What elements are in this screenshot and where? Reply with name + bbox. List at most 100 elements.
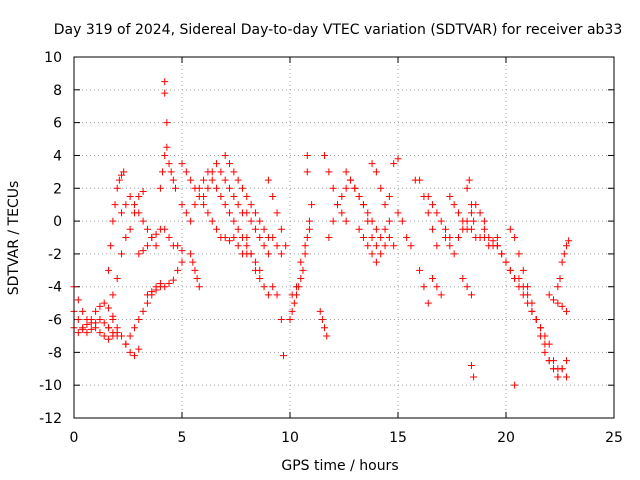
data-point (260, 283, 268, 291)
data-point (161, 151, 169, 159)
data-point (537, 324, 545, 332)
data-point (437, 291, 445, 299)
data-point (342, 184, 350, 192)
data-point (301, 250, 309, 258)
data-point (506, 225, 514, 233)
data-point (83, 320, 91, 328)
data-point (113, 184, 121, 192)
data-point (467, 361, 475, 369)
data-point (277, 316, 285, 324)
data-point (191, 201, 199, 209)
data-point (96, 302, 104, 310)
data-point (105, 304, 113, 312)
data-point (515, 275, 523, 283)
data-point (467, 291, 475, 299)
data-point (308, 201, 316, 209)
data-point (256, 275, 264, 283)
data-point (446, 242, 454, 250)
data-point (100, 319, 108, 327)
data-point (247, 217, 255, 225)
data-point (290, 299, 298, 307)
data-point (377, 184, 385, 192)
data-point (172, 184, 180, 192)
data-point (433, 283, 441, 291)
data-point (221, 151, 229, 159)
data-point (390, 242, 398, 250)
data-point (213, 160, 221, 168)
data-point (251, 209, 259, 217)
data-point (260, 225, 268, 233)
data-point (83, 329, 91, 337)
data-point (323, 332, 331, 340)
data-point (433, 209, 441, 217)
data-point (182, 168, 190, 176)
data-point (511, 234, 519, 241)
data-point (230, 234, 238, 241)
data-point (139, 247, 147, 255)
data-point (476, 209, 484, 217)
data-point (264, 176, 272, 184)
data-point (109, 329, 117, 337)
data-point (377, 250, 385, 258)
plot-frame (73, 56, 615, 419)
data-point (182, 209, 190, 217)
data-point (292, 283, 300, 291)
data-point (398, 217, 406, 225)
data-point (204, 184, 212, 192)
data-point (165, 279, 173, 287)
data-point (174, 266, 182, 274)
data-point (156, 184, 164, 192)
data-point (195, 283, 203, 291)
data-point (243, 192, 251, 200)
data-point (105, 324, 113, 332)
data-point (234, 242, 242, 250)
data-point (351, 184, 359, 192)
data-point (208, 176, 216, 184)
data-point (368, 160, 376, 168)
data-point (288, 291, 296, 299)
data-point (126, 348, 134, 356)
data-point (200, 176, 208, 184)
data-point (429, 275, 437, 283)
data-point (355, 192, 363, 200)
data-point (221, 201, 229, 209)
data-point (381, 225, 389, 233)
data-point (562, 373, 570, 381)
data-point (554, 299, 562, 307)
data-point (161, 283, 169, 291)
data-point (113, 275, 121, 283)
y-tick-label: -12 (39, 411, 62, 427)
data-point (519, 266, 527, 274)
data-point (217, 168, 225, 176)
data-point (377, 234, 385, 241)
data-point (230, 168, 238, 176)
data-point (243, 242, 251, 250)
data-point (554, 373, 562, 381)
data-point (200, 201, 208, 209)
data-point (115, 176, 123, 184)
data-point (226, 237, 234, 245)
data-point (450, 201, 458, 209)
data-point (463, 184, 471, 192)
data-point (424, 299, 432, 307)
data-point (329, 184, 337, 192)
data-point (338, 192, 346, 200)
data-point (105, 335, 113, 343)
data-point (178, 160, 186, 168)
data-point (165, 160, 173, 168)
data-point (126, 332, 134, 340)
data-point (135, 345, 143, 353)
data-point (303, 234, 311, 241)
data-point (303, 151, 311, 159)
data-point (467, 209, 475, 217)
data-point (537, 332, 545, 340)
data-point (226, 160, 234, 168)
x-tick-label: 15 (389, 430, 407, 446)
data-point (385, 217, 393, 225)
data-point (126, 225, 134, 233)
data-point (429, 201, 437, 209)
data-point (368, 234, 376, 241)
data-point (113, 324, 121, 332)
data-point (208, 217, 216, 225)
